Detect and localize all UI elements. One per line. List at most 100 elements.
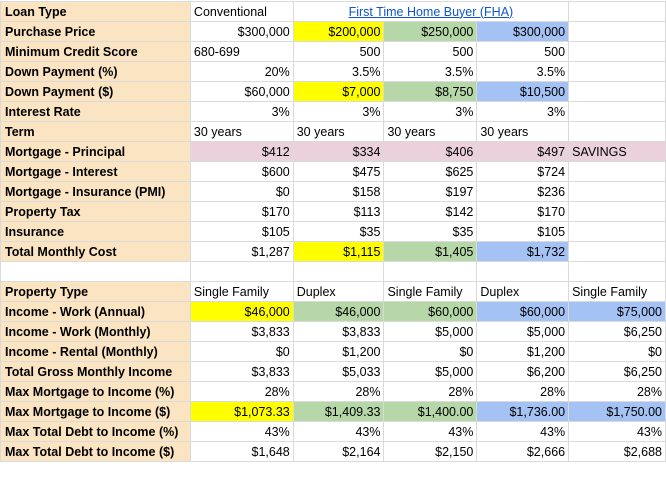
cell-empty[interactable]	[568, 41, 666, 62]
cell-value[interactable]: $2,666	[476, 441, 570, 462]
cell-value[interactable]: 43%	[383, 421, 478, 442]
cell-value[interactable]: 3.5%	[383, 61, 478, 82]
cell-value[interactable]: $158	[292, 181, 385, 202]
cell-value[interactable]: $5,000	[476, 321, 570, 342]
cell-value[interactable]: $142	[383, 201, 478, 222]
cell-value[interactable]: $5,000	[383, 321, 478, 342]
cell-value[interactable]: $2,164	[292, 441, 385, 462]
cell-value[interactable]: $200,000	[292, 21, 385, 42]
cell-value[interactable]: $35	[383, 221, 478, 242]
cell-value[interactable]: 43%	[568, 421, 666, 442]
cell-value[interactable]: 680-699	[189, 41, 294, 62]
cell-empty[interactable]	[568, 261, 666, 282]
cell-label[interactable]: Minimum Credit Score	[0, 41, 191, 62]
cell-value[interactable]: $1,648	[189, 441, 294, 462]
cell-value[interactable]: $10,500	[476, 81, 570, 102]
cell-empty[interactable]	[292, 261, 385, 282]
cell-value[interactable]: 28%	[292, 381, 385, 402]
cell-empty[interactable]	[568, 81, 666, 102]
cell-value[interactable]: $6,250	[568, 361, 666, 382]
cell-label[interactable]: Income - Work (Monthly)	[0, 321, 191, 342]
cell-empty[interactable]	[383, 261, 478, 282]
cell-value[interactable]: $250,000	[383, 21, 478, 42]
cell-empty[interactable]	[568, 101, 666, 122]
cell-label[interactable]: Mortgage - Interest	[0, 161, 191, 182]
cell-value[interactable]: $1,287	[189, 241, 294, 262]
cell-empty[interactable]	[568, 121, 666, 142]
cell-value[interactable]: $60,000	[189, 81, 294, 102]
cell-value[interactable]: $334	[292, 141, 385, 162]
cell-value[interactable]: Conventional	[189, 1, 294, 22]
cell-value[interactable]: $625	[383, 161, 478, 182]
cell-value[interactable]: $35	[292, 221, 385, 242]
cell-value[interactable]: $412	[189, 141, 294, 162]
cell-label[interactable]: Mortgage - Insurance (PMI)	[0, 181, 191, 202]
cell-value[interactable]: $6,250	[568, 321, 666, 342]
cell-value[interactable]: $113	[292, 201, 385, 222]
cell-empty[interactable]	[568, 161, 666, 182]
cell-label[interactable]: Down Payment ($)	[0, 81, 191, 102]
cell-value[interactable]: 43%	[292, 421, 385, 442]
cell-value[interactable]: $1,115	[292, 241, 385, 262]
cell-value[interactable]: 3.5%	[476, 61, 570, 82]
cell-value[interactable]: $1,200	[292, 341, 385, 362]
cell-value[interactable]: 3%	[383, 101, 478, 122]
cell-value[interactable]: $497	[476, 141, 570, 162]
cell-label[interactable]: Total Monthly Cost	[0, 241, 191, 262]
cell-value[interactable]: $1,400.00	[383, 401, 478, 422]
cell-label[interactable]: Loan Type	[0, 1, 191, 22]
cell-value[interactable]: 3%	[292, 101, 385, 122]
cell-value[interactable]: 43%	[189, 421, 294, 442]
cell-value[interactable]: $60,000	[383, 301, 478, 322]
cell-value[interactable]: 500	[292, 41, 385, 62]
cell-label[interactable]: Purchase Price	[0, 21, 191, 42]
cell-value[interactable]: $1,073.33	[189, 401, 294, 422]
cell-value[interactable]: $5,000	[383, 361, 478, 382]
cell-value[interactable]: $8,750	[383, 81, 478, 102]
cell-label[interactable]: Max Total Debt to Income ($)	[0, 441, 191, 462]
cell-value[interactable]: 500	[383, 41, 478, 62]
cell-value[interactable]: $300,000	[189, 21, 294, 42]
cell-value[interactable]: $1,750.00	[568, 401, 666, 422]
cell-value[interactable]: $0	[189, 181, 294, 202]
cell-value[interactable]: $1,732	[476, 241, 570, 262]
cell-value[interactable]: $1,200	[476, 341, 570, 362]
cell-value[interactable]: $6,200	[476, 361, 570, 382]
cell-empty[interactable]	[568, 241, 666, 262]
cell-empty[interactable]	[476, 261, 570, 282]
cell-value[interactable]: 28%	[568, 381, 666, 402]
cell-value[interactable]: $170	[189, 201, 294, 222]
cell-value[interactable]: 500	[476, 41, 570, 62]
cell-label[interactable]: Total Gross Monthly Income	[0, 361, 191, 382]
cell-value[interactable]: $406	[383, 141, 478, 162]
cell-label[interactable]: Term	[0, 121, 191, 142]
cell-empty[interactable]	[568, 21, 666, 42]
cell-value[interactable]: 3%	[189, 101, 294, 122]
cell-label[interactable]: Property Tax	[0, 201, 191, 222]
cell-value[interactable]: 28%	[476, 381, 570, 402]
cell-value[interactable]: $1,405	[383, 241, 478, 262]
cell-value[interactable]: 30 years	[476, 121, 570, 142]
cell-value[interactable]: $1,736.00	[476, 401, 570, 422]
cell-value[interactable]: $3,833	[189, 321, 294, 342]
cell-value[interactable]: $0	[568, 341, 666, 362]
cell-value[interactable]: $236	[476, 181, 570, 202]
cell-value[interactable]: $2,688	[568, 441, 666, 462]
cell-value[interactable]: 43%	[476, 421, 570, 442]
cell-value[interactable]: $5,033	[292, 361, 385, 382]
cell-value[interactable]: Single Family	[568, 281, 666, 302]
savings-label[interactable]: SAVINGS	[568, 141, 666, 162]
cell-label[interactable]: Interest Rate	[0, 101, 191, 122]
cell-empty[interactable]	[189, 261, 294, 282]
cell-value[interactable]: $600	[189, 161, 294, 182]
cell-empty[interactable]	[0, 261, 191, 282]
cell-value[interactable]: $1,409.33	[292, 401, 385, 422]
cell-value[interactable]: $60,000	[476, 301, 570, 322]
cell-value[interactable]: $0	[383, 341, 478, 362]
cell-value[interactable]: 28%	[383, 381, 478, 402]
cell-value[interactable]: $46,000	[292, 301, 385, 322]
cell-value[interactable]: 3.5%	[292, 61, 385, 82]
cell-empty[interactable]	[568, 1, 666, 22]
cell-label[interactable]: Income - Rental (Monthly)	[0, 341, 191, 362]
cell-value[interactable]: $0	[189, 341, 294, 362]
